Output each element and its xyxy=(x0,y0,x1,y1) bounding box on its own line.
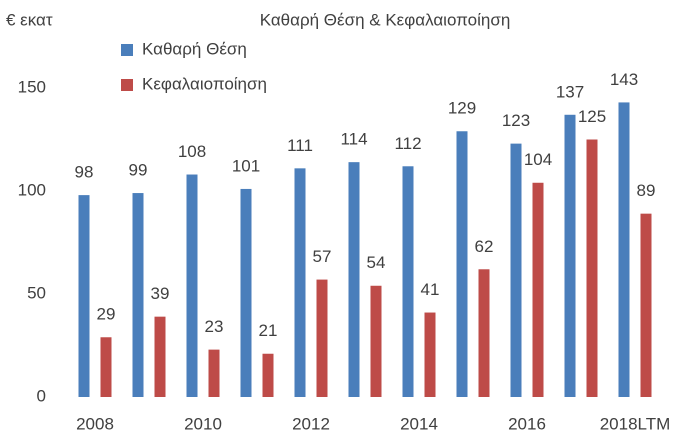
data-label: 104 xyxy=(524,150,552,169)
data-label: 41 xyxy=(421,280,440,299)
data-label: 108 xyxy=(178,142,206,161)
bar xyxy=(618,102,630,398)
y-tick-label: 100 xyxy=(18,180,46,199)
x-tick-label: 2010 xyxy=(184,414,222,433)
data-label: 125 xyxy=(578,107,606,126)
bar xyxy=(186,174,198,397)
data-label: 98 xyxy=(75,163,94,182)
data-label: 54 xyxy=(367,253,386,272)
bar xyxy=(100,337,112,397)
bar xyxy=(564,114,576,397)
data-label: 123 xyxy=(502,111,530,130)
bar xyxy=(510,143,522,397)
bar xyxy=(640,213,652,397)
legend-swatch xyxy=(121,79,133,91)
y-tick-label: 150 xyxy=(18,77,46,96)
bar xyxy=(478,269,490,397)
y-axis-label: € εκατ xyxy=(6,10,53,29)
data-label: 129 xyxy=(448,99,476,118)
bar xyxy=(586,139,598,397)
bar xyxy=(402,166,414,397)
x-tick-label: 2016 xyxy=(508,414,546,433)
bar xyxy=(424,312,436,397)
x-tick-label: 2012 xyxy=(292,414,330,433)
x-tick-label: 2008 xyxy=(76,414,114,433)
data-label: 137 xyxy=(556,82,584,101)
data-label: 101 xyxy=(232,156,260,175)
data-label: 39 xyxy=(151,284,170,303)
data-label: 21 xyxy=(259,321,278,340)
y-tick-label: 50 xyxy=(27,283,46,302)
data-label: 99 xyxy=(129,161,148,180)
bar xyxy=(208,349,220,397)
bar xyxy=(532,182,544,397)
data-label: 112 xyxy=(394,134,421,153)
bar xyxy=(316,279,328,397)
legend-label: Καθαρή Θέση xyxy=(142,39,247,58)
bar xyxy=(456,131,468,397)
bar xyxy=(348,162,360,397)
data-label: 62 xyxy=(475,237,494,256)
bar xyxy=(294,168,306,397)
data-label: 29 xyxy=(97,305,116,324)
y-tick-label: 0 xyxy=(37,386,46,405)
bar xyxy=(240,188,252,397)
x-tick-label: 2018LTM xyxy=(600,414,671,433)
legend-swatch xyxy=(121,44,133,56)
bar xyxy=(370,285,382,397)
chart-title: Καθαρή Θέση & Κεφαλαιοποίηση xyxy=(260,10,511,29)
x-tick-label: 2014 xyxy=(400,414,438,433)
data-label: 111 xyxy=(287,136,313,155)
data-label: 23 xyxy=(205,317,224,336)
data-label: 143 xyxy=(610,70,638,89)
bar xyxy=(78,195,90,397)
legend-label: Κεφαλαιοποίηση xyxy=(142,74,267,93)
bar xyxy=(262,353,274,397)
bar xyxy=(132,193,144,397)
data-label: 57 xyxy=(313,247,332,266)
data-label: 89 xyxy=(637,181,656,200)
bar xyxy=(154,316,166,397)
data-label: 114 xyxy=(340,130,367,149)
